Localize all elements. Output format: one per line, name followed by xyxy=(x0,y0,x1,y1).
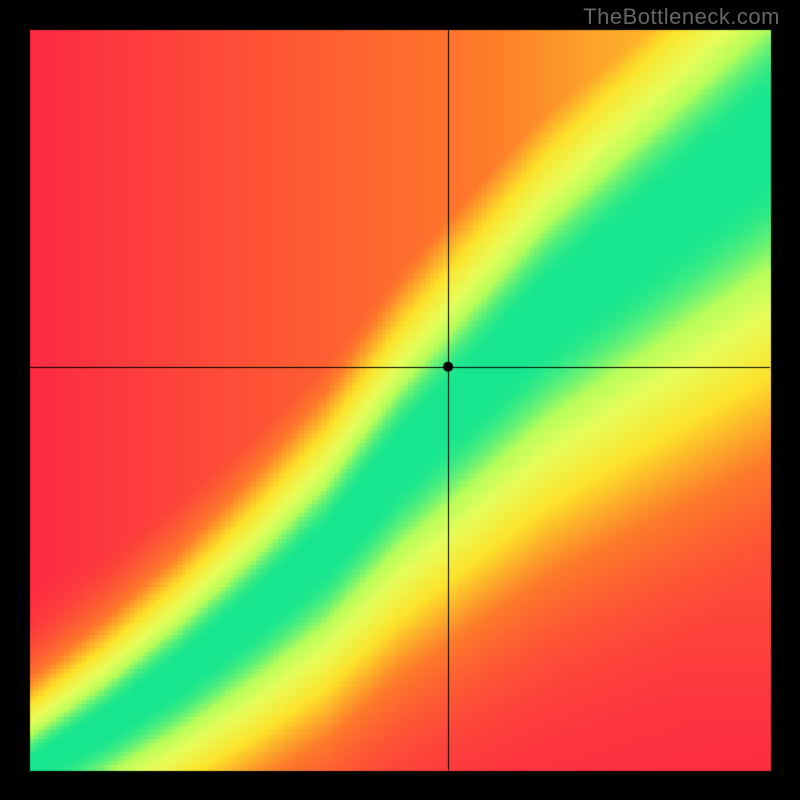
chart-container: { "watermark": { "text": "TheBottleneck.… xyxy=(0,0,800,800)
watermark-text: TheBottleneck.com xyxy=(583,4,780,30)
bottleneck-heatmap-canvas xyxy=(0,0,800,800)
